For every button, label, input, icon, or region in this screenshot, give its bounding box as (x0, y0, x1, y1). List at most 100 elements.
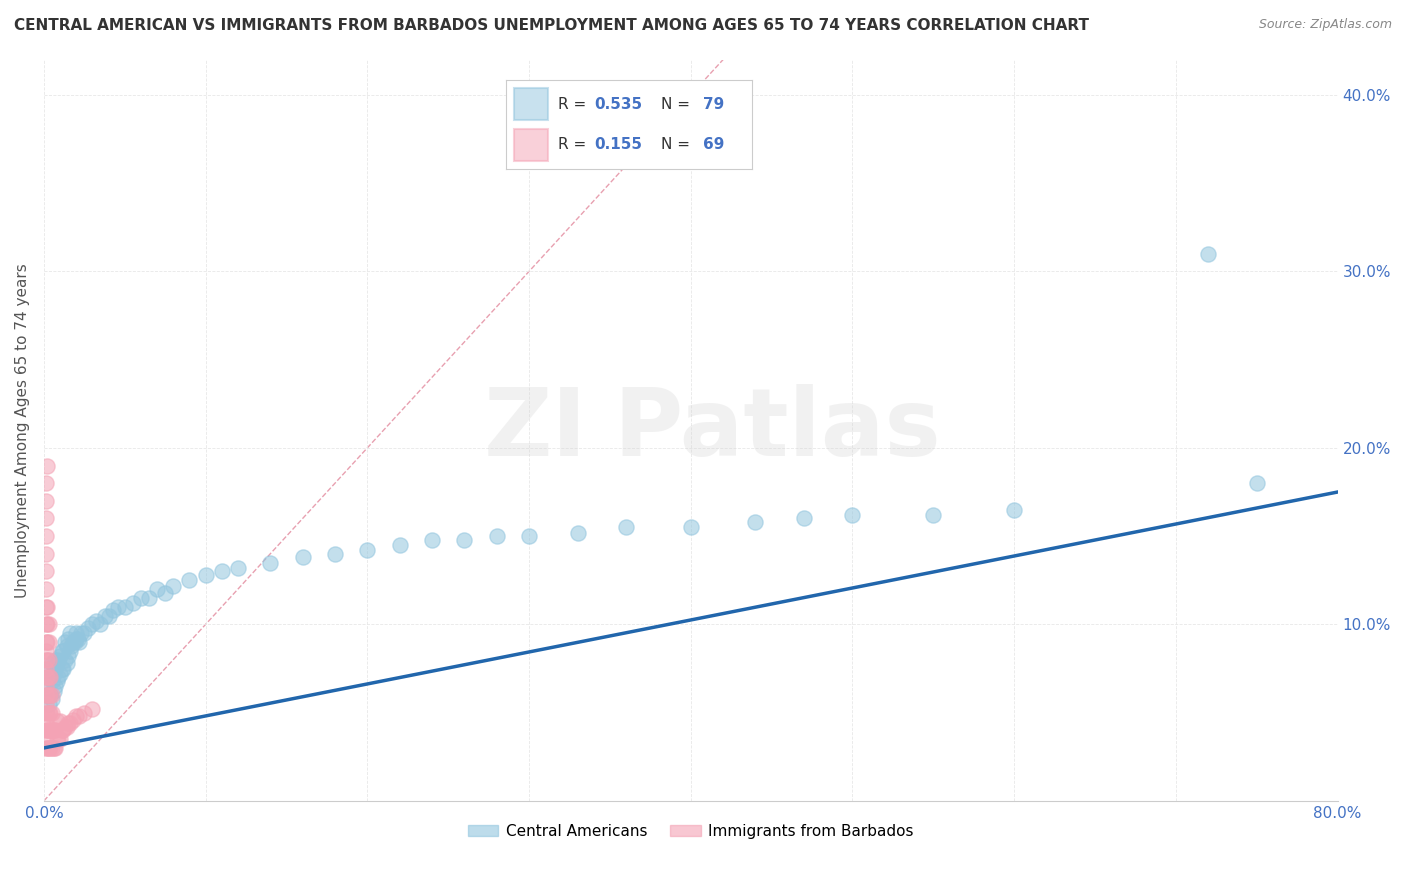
Point (39, 740, 62, 755)
Point (1246, 476, 1268, 491)
Point (146, 582, 169, 596)
Text: Patlas: Patlas (613, 384, 941, 476)
Point (34, 688, 56, 702)
Point (153, 585, 176, 599)
Point (259, 556, 281, 570)
Point (517, 529, 540, 543)
Point (45, 657, 67, 671)
Point (59, 716, 82, 731)
Point (52, 644, 75, 658)
Point (69, 709, 91, 723)
Point (56, 632, 79, 646)
Point (129, 591, 152, 605)
Point (34, 617, 56, 632)
Point (41, 740, 63, 755)
Point (41, 691, 63, 706)
Point (34, 714, 56, 729)
Point (59, 644, 82, 658)
Point (356, 543, 378, 558)
Point (34, 723, 56, 738)
Point (53, 720, 76, 734)
Point (37, 458, 59, 473)
FancyBboxPatch shape (513, 88, 548, 120)
Point (41, 706, 63, 720)
Point (34, 670, 56, 684)
Point (59, 626, 82, 640)
Point (226, 561, 249, 575)
Point (41, 688, 63, 702)
Point (73, 626, 96, 640)
Point (37, 599, 59, 614)
Point (37, 670, 59, 684)
FancyBboxPatch shape (513, 129, 548, 161)
Text: ZI: ZI (484, 384, 588, 476)
Y-axis label: Unemployment Among Ages 65 to 74 years: Unemployment Among Ages 65 to 74 years (15, 263, 30, 598)
Point (37, 688, 59, 702)
Point (84, 614, 107, 628)
Point (37, 635, 59, 649)
Point (37, 617, 59, 632)
Point (55, 720, 77, 734)
Point (82, 702, 104, 716)
Point (55, 639, 77, 653)
Point (39, 723, 62, 738)
Point (34, 644, 56, 658)
Point (37, 688, 59, 702)
Text: 0.535: 0.535 (595, 97, 643, 112)
Point (65, 709, 87, 723)
Point (49, 649, 72, 664)
Point (162, 578, 184, 592)
Point (44, 679, 66, 693)
Point (38, 697, 60, 711)
Point (34, 732, 56, 747)
Text: N =: N = (661, 137, 690, 152)
Point (34, 706, 56, 720)
Point (38, 688, 60, 702)
Point (44, 723, 66, 738)
Point (34, 679, 56, 693)
Point (922, 508, 945, 522)
Point (51, 661, 73, 675)
Point (48, 732, 70, 747)
Point (65, 626, 87, 640)
Point (39, 688, 62, 702)
Text: R =: R = (558, 137, 591, 152)
Point (34, 661, 56, 675)
Text: CENTRAL AMERICAN VS IMMIGRANTS FROM BARBADOS UNEMPLOYMENT AMONG AGES 65 TO 74 YE: CENTRAL AMERICAN VS IMMIGRANTS FROM BARB… (14, 18, 1090, 33)
Point (485, 529, 508, 543)
Point (53, 653, 76, 667)
Point (38, 723, 60, 738)
Point (34, 653, 56, 667)
Text: Source: ZipAtlas.com: Source: ZipAtlas.com (1258, 18, 1392, 31)
Point (38, 617, 60, 632)
Point (94, 608, 117, 623)
Point (44, 661, 66, 675)
Text: 79: 79 (703, 97, 724, 112)
Point (121, 596, 143, 610)
Point (76, 621, 98, 635)
Point (51, 723, 73, 738)
Point (388, 538, 411, 552)
Point (52, 661, 75, 675)
Point (1197, 246, 1219, 260)
Point (45, 714, 67, 729)
Point (45, 732, 67, 747)
Point (38, 706, 60, 720)
Point (49, 666, 72, 681)
Point (34, 565, 56, 579)
Point (38, 653, 60, 667)
Point (34, 511, 56, 525)
Point (38, 670, 60, 684)
Point (37, 653, 59, 667)
Point (793, 511, 815, 525)
Point (34, 476, 56, 491)
Point (38, 670, 60, 684)
Point (34, 493, 56, 508)
Point (65, 632, 87, 646)
Point (53, 635, 76, 649)
Point (614, 520, 637, 534)
Point (841, 508, 863, 522)
Point (48, 653, 70, 667)
Point (114, 599, 136, 614)
Point (49, 714, 72, 729)
